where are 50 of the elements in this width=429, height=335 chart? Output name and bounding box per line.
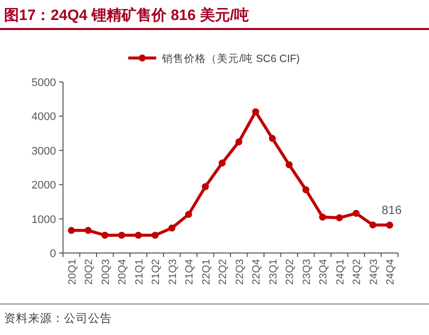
y-tick-label: 2000 bbox=[32, 180, 56, 192]
point bbox=[218, 160, 226, 167]
point bbox=[202, 183, 209, 190]
x-tick-label: 20Q4 bbox=[116, 258, 129, 285]
x-tick-label: 22Q3 bbox=[234, 258, 246, 285]
point bbox=[68, 226, 75, 234]
point bbox=[286, 161, 293, 168]
x-tick-label: 21Q1 bbox=[133, 258, 146, 285]
point bbox=[319, 214, 326, 221]
point bbox=[152, 232, 159, 239]
y-tick-label: 1000 bbox=[32, 214, 56, 226]
legend-label: 销售价格（美元/吨 SC6 CIF) bbox=[161, 52, 300, 65]
data-label: 816 bbox=[382, 203, 402, 218]
x-tick-label: 20Q2 bbox=[83, 258, 96, 285]
x-tick-label: 21Q3 bbox=[166, 258, 179, 285]
x-tick-label: 24Q2 bbox=[351, 258, 364, 285]
chart-title: 图17：24Q4 锂精矿售价 816 美元/吨 bbox=[4, 6, 250, 24]
x-tick-label: 23Q4 bbox=[318, 258, 330, 285]
x-tick-label: 20Q3 bbox=[100, 258, 112, 285]
y-tick-label: 5000 bbox=[32, 77, 56, 89]
y-tick-label: 0 bbox=[50, 248, 56, 260]
point bbox=[386, 222, 394, 229]
x-tick-label: 24Q4 bbox=[384, 258, 397, 285]
text: 资料来源：公司公告 bbox=[4, 312, 112, 325]
x-tick-label: 22Q2 bbox=[217, 258, 230, 285]
x-tick-label: 24Q3 bbox=[368, 258, 380, 285]
point bbox=[134, 232, 142, 239]
x-tick-label: 24Q1 bbox=[334, 258, 346, 285]
point bbox=[302, 186, 310, 194]
y-tick-label: 4000 bbox=[32, 111, 56, 124]
x-tick-label: 21Q2 bbox=[150, 258, 162, 285]
point bbox=[369, 221, 376, 228]
x-tick-label: 23Q1 bbox=[267, 258, 280, 285]
y-tick-label: 3000 bbox=[32, 145, 56, 158]
x-tick-label: 23Q3 bbox=[300, 258, 313, 285]
point bbox=[336, 214, 343, 222]
point bbox=[84, 226, 92, 234]
point bbox=[168, 224, 176, 232]
x-tick-label: 22Q1 bbox=[200, 258, 212, 285]
x-tick-label: 21Q4 bbox=[184, 258, 196, 285]
x-tick-label: 22Q4 bbox=[250, 258, 263, 285]
point bbox=[118, 232, 126, 239]
x-tick-label: 23Q2 bbox=[284, 258, 296, 285]
point bbox=[101, 232, 108, 239]
point bbox=[185, 210, 192, 218]
point bbox=[235, 138, 242, 146]
point bbox=[252, 108, 260, 116]
x-tick-label: 20Q1 bbox=[66, 258, 78, 285]
point bbox=[352, 210, 360, 217]
point bbox=[268, 134, 276, 142]
